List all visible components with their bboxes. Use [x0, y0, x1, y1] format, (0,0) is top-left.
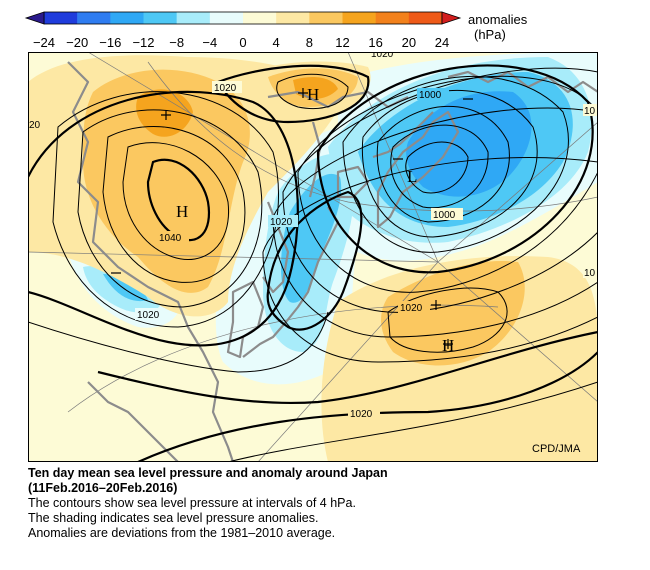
- plus-sign-pacific-south: [443, 339, 453, 349]
- figure-caption: Ten day mean sea level pressure and anom…: [28, 466, 628, 541]
- colorbar-tick-label: −24: [33, 35, 55, 50]
- coast-kamchatka: [376, 110, 460, 229]
- meridian-f: [257, 261, 439, 462]
- isobars: [28, 64, 598, 462]
- center-high-siberia: H: [176, 202, 188, 221]
- isobar-1040-siberia: [146, 158, 211, 242]
- shade-pos-8-siberia: [83, 69, 250, 293]
- pressure-center-marks: H H L H: [111, 85, 473, 355]
- meridian-c: [347, 52, 439, 263]
- isobar-1020-west: [28, 90, 299, 347]
- pressure-anomaly-map: H H L H 1020 1020 1000 1000: [28, 52, 598, 462]
- isobar-988-low: [376, 105, 510, 223]
- colorbar-right-arrow: [441, 11, 462, 25]
- colorbar-cell: [276, 12, 310, 24]
- map-frame: [28, 52, 598, 462]
- colorbar-tick-label: 20: [402, 35, 416, 50]
- colorbar-cell: [243, 12, 277, 24]
- colorbar-cell: [77, 12, 111, 24]
- center-high-north: H: [307, 85, 319, 104]
- colorbar-tick-label: −12: [132, 35, 154, 50]
- isobar-996-low: [342, 75, 569, 253]
- colorbar-cell: [143, 12, 177, 24]
- colorbar-tick-label: 24: [435, 35, 449, 50]
- plus-sign-pacific: [431, 300, 441, 310]
- colorbar-cell: [342, 12, 376, 24]
- isobar-1028-siberia: [77, 109, 263, 308]
- isobar-1020-pacific: [97, 330, 598, 405]
- colorbar-tick-label: −20: [66, 35, 88, 50]
- plus-sign-north: [298, 88, 308, 98]
- colorbar-tick-label: −8: [169, 35, 184, 50]
- colorbar-cell: [209, 12, 244, 24]
- contour-label-1020-south: 1020: [350, 409, 373, 420]
- contour-label-edge-east-lower: 10: [584, 268, 596, 279]
- meridian-d: [437, 121, 598, 263]
- isobar-1020-north: [216, 64, 370, 124]
- contour-label-1020-pacific: 1020: [400, 303, 423, 314]
- colorbar-tick-label: −4: [202, 35, 217, 50]
- contour-label-1020-west: 1020: [137, 310, 160, 321]
- anomaly-extremum-plus-signs: [161, 88, 453, 349]
- coast-kuril-islands: [372, 111, 434, 159]
- colorbar-cells: [43, 11, 443, 25]
- colorbar-cell: [309, 12, 343, 24]
- caption-title-line2: (11Feb.2016–20Feb.2016): [28, 481, 178, 495]
- center-low-northeast: L: [407, 167, 417, 186]
- latitude-circle-inner: [147, 61, 598, 212]
- isobar-1012: [272, 107, 598, 338]
- colorbar-tick-label: 0: [239, 35, 246, 50]
- isobar-1036-siberia: [122, 142, 230, 261]
- isobar-1024-north-high: [276, 73, 349, 109]
- colorbar-tick-label: 4: [273, 35, 280, 50]
- caption-title-line1: Ten day mean sea level pressure and anom…: [28, 466, 388, 480]
- contour-label-1020-top: 1020: [371, 52, 394, 60]
- colorbar-title: anomalies: [468, 12, 528, 27]
- isobar-1008: [282, 67, 598, 313]
- isobar-1020-south: [137, 351, 598, 462]
- contour-labels: 1020 1020 1000 1000 1040 1020 1020 1020 …: [28, 52, 598, 420]
- anomaly-extremum-minus-signs: [111, 98, 473, 274]
- anomaly-colorbar: −24 −20 −16 −12 −8 −4 0 4 8 12 16 20 24 anomalies (h…: [24, 11, 528, 50]
- isobar-980-low: [405, 141, 469, 194]
- colorbar-tick-label: 8: [306, 35, 313, 50]
- colorbar-cell: [110, 12, 144, 24]
- isobar-984-low: [390, 124, 489, 209]
- isobar-1024-south: [227, 381, 598, 462]
- plus-sign-siberia: [161, 110, 171, 120]
- shade-neg-12-northeast: [406, 91, 532, 197]
- caption-line3: Anomalies are deviations from the 1981–2…: [28, 526, 336, 540]
- colorbar-cell: [375, 12, 410, 24]
- contour-label-1000-south: 1000: [433, 210, 456, 221]
- colorbar-tick-label: 12: [335, 35, 349, 50]
- isobar-1032-siberia: [102, 125, 246, 283]
- caption-line1: The contours show sea level pressure at …: [28, 496, 356, 510]
- colorbar-unit: (hPa): [474, 27, 506, 42]
- colorbar-tick-label: 16: [368, 35, 382, 50]
- isobar-1024-pacific-high: [387, 287, 508, 353]
- colorbar-ticks: −24 −20 −16 −12 −8 −4 0 4 8 12 16 20 24: [33, 35, 449, 50]
- map-credit: CPD/JMA: [532, 443, 581, 455]
- contour-label-1000-low: 1000: [419, 90, 442, 101]
- meridian-e: [437, 261, 598, 403]
- contour-label-edge-west: 20: [29, 120, 41, 131]
- colorbar-cell: [44, 12, 78, 24]
- shade-neg-8-central: [281, 173, 342, 303]
- contour-label-1040: 1040: [159, 233, 182, 244]
- colorbar-cell: [408, 12, 443, 24]
- coast-china-south: [87, 381, 179, 462]
- isobar-1016-central: [262, 157, 598, 363]
- isobar-1000-low: [316, 64, 594, 274]
- contour-label-1020-central: 1020: [270, 217, 293, 228]
- colorbar-left-arrow: [24, 11, 45, 25]
- coast-japan-hokkaido: [336, 165, 370, 199]
- isobar-1020-central: [266, 190, 363, 331]
- colorbar-cell: [176, 12, 211, 24]
- isobar-1016-west: [28, 311, 329, 373]
- contour-label-edge-east-upper: 10: [584, 106, 596, 117]
- contour-label-1020-north: 1020: [214, 83, 237, 94]
- colorbar-tick-label: −16: [99, 35, 121, 50]
- caption-line2: The shading indicates sea level pressure…: [28, 511, 319, 525]
